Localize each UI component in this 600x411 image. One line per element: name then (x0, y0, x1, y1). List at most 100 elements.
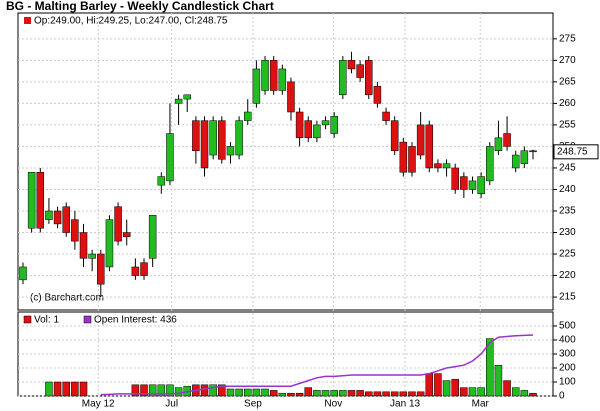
volume-bar (313, 390, 321, 397)
candle-body (88, 253, 96, 259)
candle-body (71, 219, 79, 242)
candle-body (79, 232, 88, 259)
x-tick-label: Nov (324, 399, 342, 410)
candle-body (261, 60, 269, 91)
volume-bar (434, 373, 442, 397)
candle-body (27, 172, 36, 229)
y-tick-label: 255 (559, 120, 576, 131)
volume-bar (261, 388, 269, 397)
candle-body (451, 167, 459, 190)
candle-body (19, 266, 27, 281)
y-tick-label: 225 (559, 249, 576, 260)
x-tick-label: Mar (472, 399, 490, 410)
volume-bar (157, 384, 166, 397)
candle-body (183, 94, 191, 100)
volume-bar (529, 392, 537, 397)
candle-body (304, 120, 313, 139)
candle-body (477, 176, 485, 195)
chart-title: BG - Malting Barley - Weekly Candlestick… (6, 0, 274, 13)
candle-body (226, 146, 235, 156)
y-tick-label: 235 (559, 206, 576, 217)
candle-body (174, 98, 183, 104)
x-tick-label: Sep (244, 399, 262, 410)
open-interest-line (100, 334, 534, 396)
y-tick-label: 300 (559, 349, 576, 360)
y-tick-label: 245 (559, 163, 576, 174)
candle-body (252, 68, 261, 104)
candle-body (356, 64, 364, 78)
legend-label: Open Interest: 436 (94, 315, 177, 326)
volume-bar (131, 384, 140, 397)
candle-body (218, 120, 226, 160)
candle-body (45, 210, 53, 220)
candle-body (330, 116, 338, 134)
volume-bar (330, 390, 338, 397)
volume-bar (399, 391, 408, 397)
header-swatch (24, 17, 31, 24)
credit: (c) Barchart.com (30, 293, 104, 304)
candle-body (278, 68, 287, 91)
candle-body (287, 81, 295, 113)
candle-body (468, 180, 477, 190)
volume-bar (243, 388, 252, 397)
volume-bar (416, 391, 425, 397)
candle-body (269, 60, 278, 91)
candle-body (434, 163, 442, 169)
y-tick-label: 265 (559, 77, 576, 88)
volume-bar (373, 391, 382, 397)
volume-bar (295, 392, 304, 397)
volume-bar (390, 391, 399, 397)
x-tick-label: Jan 13 (390, 399, 420, 410)
volume-bar (226, 388, 235, 397)
volume-bar (382, 391, 390, 397)
volume-bar (365, 391, 373, 397)
volume-bar (174, 387, 183, 397)
candle-body (209, 120, 217, 156)
y-tick-label: 260 (559, 98, 576, 109)
candle-body (200, 120, 209, 169)
candle-body (295, 111, 304, 139)
candle-body (442, 163, 451, 169)
volume-bar (477, 387, 485, 397)
candle-body (486, 146, 494, 182)
y-tick-label: 0 (559, 391, 565, 402)
candle-body (122, 232, 131, 238)
volume-bar (209, 384, 217, 397)
last-price-box (553, 144, 599, 160)
candle-body (373, 85, 382, 104)
candle-body (390, 120, 399, 151)
y-tick-label: 215 (559, 292, 576, 303)
volume-bar (148, 384, 157, 397)
candle-body (313, 124, 321, 139)
candle-body (53, 210, 62, 225)
y-tick-label: 100 (559, 377, 576, 388)
candle-body (511, 154, 520, 169)
candle-body (97, 253, 105, 285)
volume-bar (278, 392, 287, 397)
price-frame (17, 12, 554, 311)
volume-bar (425, 373, 434, 397)
candle-body (416, 124, 425, 156)
volume-bar (71, 381, 79, 397)
volume-bar (62, 381, 70, 397)
candle-body (425, 124, 434, 169)
candle-body (460, 176, 468, 190)
volume-bar (321, 390, 330, 397)
legend-label: Vol: 1 (34, 315, 59, 326)
y-tick-label: 275 (559, 33, 576, 44)
volume-bar (79, 381, 88, 397)
volume-bar (218, 384, 226, 397)
volume-bar (166, 384, 174, 397)
candle-body (157, 176, 166, 186)
candle-body (321, 120, 330, 126)
volume-bar (347, 390, 356, 397)
candle-body (105, 219, 114, 268)
volume-bar (468, 387, 477, 397)
candle-body (36, 172, 45, 229)
volume-bar (460, 387, 468, 397)
volume-bar (511, 387, 520, 397)
candle-body (382, 111, 390, 121)
candle-body (235, 120, 243, 156)
candle-body (529, 150, 537, 153)
